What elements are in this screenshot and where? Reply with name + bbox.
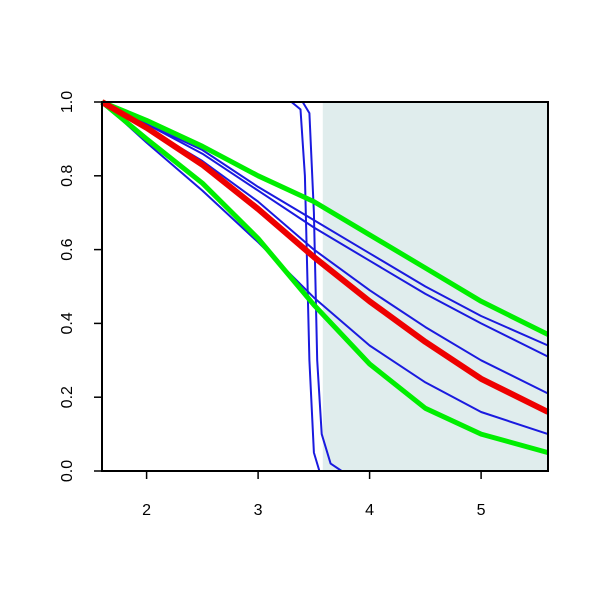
series-line [100,99,550,415]
series-line [100,100,549,456]
y-tick-label: 0.4 [59,312,76,334]
x-tick-label: 4 [365,502,374,519]
series-line [101,99,550,337]
series-line [102,101,548,472]
y-tick-label: 0.2 [59,386,76,408]
y-tick-label: 0.8 [59,165,76,187]
series-line [102,101,548,472]
y-tick-label: 1.0 [59,91,76,113]
y-tick-label: 0.6 [59,238,76,260]
y-tick-label: 0.0 [59,460,76,482]
x-tick-label: 3 [254,502,263,519]
x-tick-label: 2 [142,502,151,519]
plot-frame [101,101,549,472]
shaded-region [322,102,548,471]
x-tick-label: 5 [477,502,486,519]
series-line [101,101,549,436]
